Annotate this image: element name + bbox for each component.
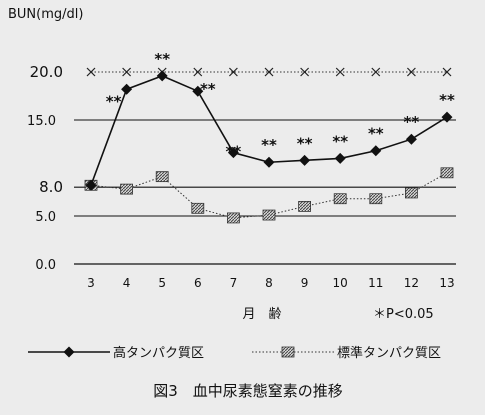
standard-protein-point xyxy=(155,171,169,183)
x-marker xyxy=(335,67,345,77)
x-axis-label: 月 齢 xyxy=(242,307,281,322)
x-marker xyxy=(371,67,381,77)
figure-caption: 図3 血中尿素態窒素の推移 xyxy=(153,382,343,400)
x-tick-label: 4 xyxy=(123,276,131,290)
x-tick-label: 12 xyxy=(404,276,419,290)
x-marker-stroke xyxy=(300,67,310,77)
legend-standard-label: 標準タンパク質区 xyxy=(337,345,441,361)
x-marker xyxy=(228,67,238,77)
standard-protein-point xyxy=(191,202,205,214)
high-protein-point xyxy=(299,154,311,166)
significance-mark: ** xyxy=(368,125,384,143)
significance-mark: ** xyxy=(106,92,122,110)
series-layer xyxy=(84,67,454,224)
x-marker xyxy=(442,67,452,77)
x-marker-stroke xyxy=(122,67,132,77)
x-tick-label: 13 xyxy=(439,276,454,290)
high-protein-point xyxy=(121,83,133,95)
x-tick-label: 10 xyxy=(333,276,348,290)
significance-mark: ** xyxy=(297,134,313,152)
significance-mark: ** xyxy=(226,143,242,161)
high-protein-line xyxy=(90,74,448,186)
x-marker-stroke xyxy=(335,67,345,77)
text-layer: 0.0 5.0 8.0 15.0 20.0 BUN(mg/dl) 3 4 5 6 7 8 9 10 11 12… xyxy=(8,7,455,400)
x-tick-label: 7 xyxy=(230,276,238,290)
high-protein-point xyxy=(227,147,239,159)
x-tick-label: 5 xyxy=(158,276,166,290)
x-tick-label: 8 xyxy=(265,276,273,290)
x-tick-label: 6 xyxy=(194,276,202,290)
y-tick-label: 8.0 xyxy=(39,178,63,196)
x-marker xyxy=(193,67,203,77)
high-protein-point xyxy=(405,133,417,145)
standard-protein-point xyxy=(333,193,347,205)
y-axis-label: BUN(mg/dl) xyxy=(8,7,83,22)
y-tick-label: 20.0 xyxy=(30,63,63,81)
x-marker-stroke xyxy=(442,67,452,77)
high-protein-point xyxy=(370,145,382,157)
x-tick-label: 11 xyxy=(368,276,383,290)
standard-protein-point xyxy=(298,200,312,212)
high-protein-point xyxy=(85,179,97,191)
standard-protein-point xyxy=(369,193,383,205)
x-marker xyxy=(300,67,310,77)
legend-high-label: 高タンパク質区 xyxy=(113,345,204,361)
x-marker-stroke xyxy=(193,67,203,77)
legend-standard-marker xyxy=(281,346,295,358)
x-marker-stroke xyxy=(264,67,274,77)
x-marker xyxy=(122,67,132,77)
high-protein-point xyxy=(156,70,168,82)
significance-mark: ** xyxy=(439,91,455,109)
high-protein-point xyxy=(263,156,275,168)
y-tick-label: 15.0 xyxy=(27,114,56,129)
x-tick-label: 9 xyxy=(301,276,309,290)
y-tick-label: 5.0 xyxy=(35,210,56,225)
significance-mark: ** xyxy=(332,132,348,150)
high-protein-point xyxy=(334,152,346,164)
standard-protein-point xyxy=(440,167,454,179)
grid-layer xyxy=(74,119,456,265)
standard-protein-point xyxy=(404,187,418,199)
significance-mark: ** xyxy=(261,136,277,154)
standard-protein-point xyxy=(262,209,276,221)
significance-mark: ** xyxy=(200,80,216,98)
x-marker-stroke xyxy=(371,67,381,77)
x-marker-stroke xyxy=(86,67,96,77)
significance-mark: ** xyxy=(404,113,420,131)
standard-protein-point xyxy=(120,183,133,195)
x-marker-stroke xyxy=(228,67,238,77)
high-protein-point xyxy=(441,111,453,123)
significance-mark: ** xyxy=(154,50,170,68)
significance-note: ＊P<0.05 xyxy=(373,307,434,322)
standard-protein-point xyxy=(226,212,240,224)
x-marker xyxy=(86,67,96,77)
x-marker-stroke xyxy=(406,67,416,77)
x-marker xyxy=(264,67,274,77)
legend-high-marker xyxy=(63,346,75,358)
x-marker xyxy=(406,67,416,77)
x-tick-label: 3 xyxy=(87,276,95,290)
high-protein-point xyxy=(192,85,204,97)
y-tick-label: 0.0 xyxy=(35,258,56,273)
